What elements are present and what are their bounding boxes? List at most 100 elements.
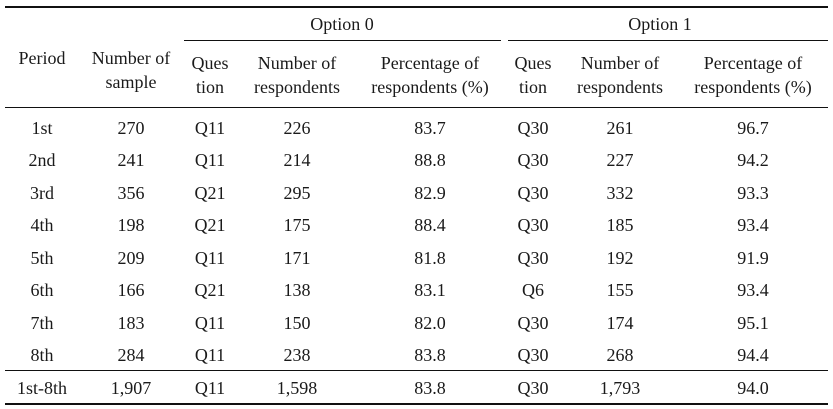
cell-resp1: 261	[606, 118, 634, 138]
cell-pct0: 88.4	[414, 215, 446, 235]
cell-pct1: 93.4	[737, 280, 769, 300]
total-rule	[5, 370, 828, 371]
col-header-percentage0-line2: respondents (%)	[371, 77, 489, 97]
cell-q0: Q11	[194, 313, 226, 333]
cell-resp1: 268	[606, 345, 634, 365]
col-header-respondents0: Number of respondents	[254, 51, 340, 99]
cell-resp1: 185	[606, 215, 634, 235]
cell-period: 2nd	[28, 150, 56, 170]
cell-pct0: 82.0	[414, 313, 446, 333]
col-header-question0: Ques tion	[192, 51, 229, 99]
col-header-percentage1-line1: Percentage of	[703, 53, 803, 73]
cell-pct1: 91.9	[737, 248, 769, 268]
col-header-respondents1-line2: respondents	[577, 77, 663, 97]
cell-pct1: 96.7	[737, 118, 769, 138]
cell-resp0: 171	[283, 248, 311, 268]
cell-q0: Q21	[194, 280, 226, 300]
cell-q1: Q30	[517, 313, 549, 333]
col-header-question1: Ques tion	[515, 51, 552, 99]
header-rule	[5, 107, 828, 108]
total-cell-q0: Q11	[194, 378, 226, 398]
cell-sample: 241	[117, 150, 145, 170]
total-cell-pct0: 83.8	[414, 378, 446, 398]
cell-resp1: 155	[606, 280, 634, 300]
cell-q0: Q11	[194, 118, 226, 138]
col-header-sample-line2: sample	[105, 72, 157, 92]
cell-resp0: 175	[283, 215, 311, 235]
col-header-percentage1-line2: respondents (%)	[694, 77, 812, 97]
option1-header: Option 1	[628, 14, 692, 34]
total-cell-q1: Q30	[517, 378, 549, 398]
cell-period: 6th	[30, 280, 54, 300]
col-header-question1-line1: Ques	[514, 53, 552, 73]
cell-q0: Q21	[194, 215, 226, 235]
col-header-question0-line1: Ques	[191, 53, 229, 73]
col-header-question1-line2: tion	[518, 77, 547, 97]
cell-pct1: 93.4	[737, 215, 769, 235]
cell-q1: Q30	[517, 183, 549, 203]
cell-resp0: 138	[283, 280, 311, 300]
col-header-percentage0: Percentage of respondents (%)	[371, 51, 488, 99]
cell-sample: 209	[117, 248, 145, 268]
cell-pct0: 83.8	[414, 345, 446, 365]
cell-resp0: 295	[283, 183, 311, 203]
cell-period: 4th	[30, 215, 54, 235]
cell-q0: Q11	[194, 248, 226, 268]
cell-resp0: 226	[283, 118, 311, 138]
cell-period: 7th	[30, 313, 54, 333]
col-header-respondents0-line1: Number of	[257, 53, 337, 73]
cell-pct0: 81.8	[414, 248, 446, 268]
cell-resp1: 332	[606, 183, 634, 203]
option0-header: Option 0	[310, 14, 374, 34]
total-cell-pct1: 94.0	[737, 378, 769, 398]
cell-pct0: 83.1	[414, 280, 446, 300]
cell-pct1: 93.3	[737, 183, 769, 203]
cell-q1: Q30	[517, 345, 549, 365]
total-cell-resp1: 1,793	[599, 378, 641, 398]
cell-q0: Q11	[194, 345, 226, 365]
cell-resp1: 192	[606, 248, 634, 268]
cell-q1: Q30	[517, 150, 549, 170]
top-rule	[5, 6, 828, 8]
cell-pct1: 95.1	[737, 313, 769, 333]
option0-underline	[184, 40, 501, 41]
cell-period: 1st	[31, 118, 53, 138]
cell-resp1: 174	[606, 313, 634, 333]
cell-pct0: 83.7	[414, 118, 446, 138]
cell-period: 8th	[30, 345, 54, 365]
cell-period: 5th	[30, 248, 54, 268]
cell-resp1: 227	[606, 150, 634, 170]
cell-q1: Q6	[522, 280, 544, 300]
col-header-question0-line2: tion	[195, 77, 224, 97]
cell-q0: Q11	[194, 150, 226, 170]
cell-q1: Q30	[517, 118, 549, 138]
col-header-period: Period	[18, 48, 66, 68]
cell-pct0: 88.8	[414, 150, 446, 170]
cell-sample: 356	[117, 183, 145, 203]
cell-period: 3rd	[30, 183, 54, 203]
cell-resp0: 214	[283, 150, 311, 170]
cell-pct0: 82.9	[414, 183, 446, 203]
cell-resp0: 238	[283, 345, 311, 365]
bottom-rule	[5, 403, 828, 405]
total-cell-period: 1st-8th	[16, 378, 68, 398]
col-header-respondents1: Number of respondents	[577, 51, 663, 99]
col-header-sample: Number of sample	[92, 46, 170, 94]
total-cell-sample: 1,907	[110, 378, 152, 398]
cell-pct1: 94.2	[737, 150, 769, 170]
cell-sample: 284	[117, 345, 145, 365]
col-header-respondents1-line1: Number of	[580, 53, 660, 73]
cell-pct1: 94.4	[737, 345, 769, 365]
cell-q1: Q30	[517, 215, 549, 235]
col-header-percentage0-line1: Percentage of	[380, 53, 480, 73]
cell-q1: Q30	[517, 248, 549, 268]
cell-q0: Q21	[194, 183, 226, 203]
col-header-sample-line1: Number of	[91, 48, 171, 68]
cell-sample: 198	[117, 215, 145, 235]
cell-resp0: 150	[283, 313, 311, 333]
cell-sample: 270	[117, 118, 145, 138]
option1-underline	[508, 40, 828, 41]
cell-sample: 183	[117, 313, 145, 333]
col-header-respondents0-line2: respondents	[254, 77, 340, 97]
